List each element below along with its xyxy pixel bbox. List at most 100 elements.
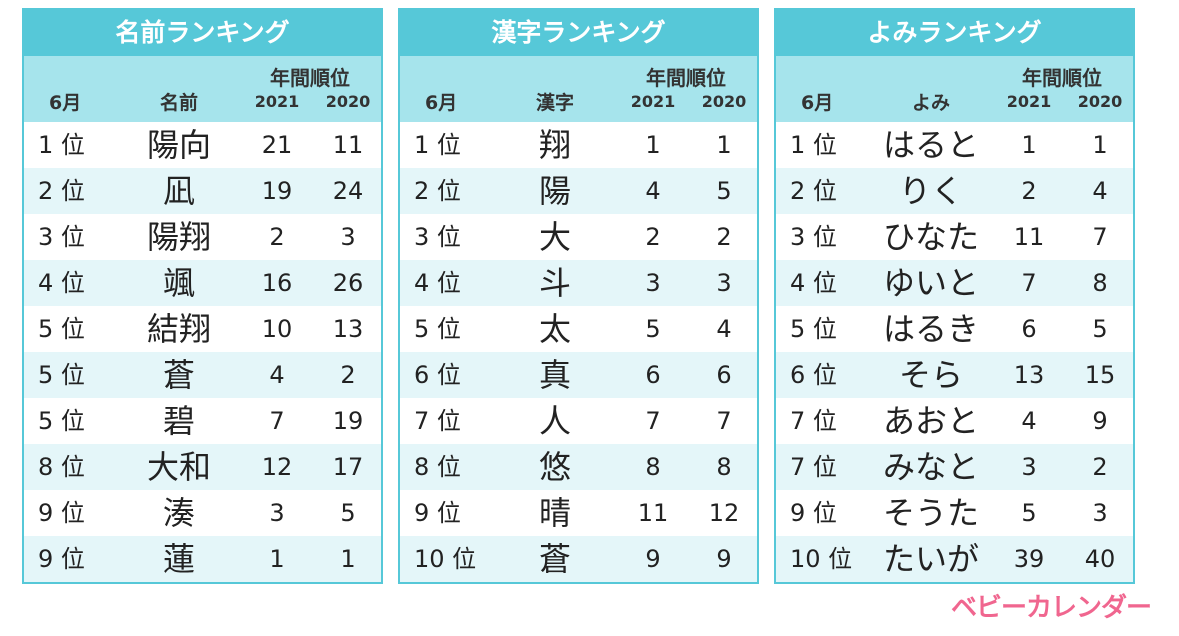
rank-cell: 5 位 [38, 407, 85, 435]
table-row: 3 位 ひなた 11 7 [776, 214, 1133, 260]
col-year-2020-header: 2020 [325, 92, 371, 111]
item-cell: 翔 [538, 126, 571, 164]
rank-2020-cell: 2 [716, 223, 732, 251]
rank-cell: 9 位 [414, 499, 461, 527]
table-row: 5 位 碧 7 19 [24, 398, 381, 444]
rank-2020-cell: 1 [716, 131, 732, 159]
rank-2021-cell: 6 [645, 361, 661, 389]
item-cell: 陽 [538, 172, 571, 210]
rank-2021-cell: 19 [261, 177, 293, 205]
rank-cell: 7 位 [414, 407, 461, 435]
rank-cell: 10 位 [414, 545, 477, 573]
col-annual-rank-header: 年間順位 [270, 66, 350, 90]
reading-ranking-table: よみランキング 6月 よみ 年間順位 2021 2020 1 位はると 1 1 2 位りく 2 4 3 … [774, 8, 1135, 584]
col-month-header: 6月 [425, 92, 458, 114]
rank-2020-cell: 40 [1084, 545, 1116, 573]
rank-cell: 3 位 [414, 223, 461, 251]
rank-2021-cell: 3 [645, 269, 661, 297]
item-cell: 大和 [146, 448, 211, 486]
table-row: 4 位 ゆいと 7 8 [776, 260, 1133, 306]
table-row: 3 位 陽翔 2 3 [24, 214, 381, 260]
rank-cell: 2 位 [38, 177, 85, 205]
table-row: 8 位 悠 8 8 [400, 444, 757, 490]
rank-2021-cell: 2 [1021, 177, 1037, 205]
col-month-header: 6月 [801, 92, 834, 114]
rank-2021-cell: 1 [1021, 131, 1037, 159]
item-cell: そうた [882, 494, 979, 532]
rank-cell: 5 位 [790, 315, 837, 343]
rank-cell: 10 位 [790, 545, 853, 573]
rank-cell: 4 位 [38, 269, 85, 297]
item-cell: はると [882, 126, 979, 164]
table-row: 6 位 そら 13 15 [776, 352, 1133, 398]
item-cell: 碧 [162, 402, 195, 440]
rank-2021-cell: 10 [261, 315, 293, 343]
rank-cell: 3 位 [38, 223, 85, 251]
table-row: 2 位 陽 4 5 [400, 168, 757, 214]
table-row: 8 位 大和 12 17 [24, 444, 381, 490]
col-item-header: 漢字 [535, 92, 574, 114]
table-row: 9 位 晴 11 12 [400, 490, 757, 536]
table-body: 1 位陽向 21 11 2 位凪 19 24 3 位陽翔 2 3 4 位颯 16 26 5 位結翔 10 1… [24, 122, 381, 582]
rank-cell: 1 位 [414, 131, 461, 159]
rank-2021-cell: 39 [1013, 545, 1045, 573]
col-month-header: 6月 [49, 92, 82, 114]
baby-calendar-logo: ベビーカレンダー [950, 593, 1152, 623]
rank-2020-cell: 4 [1092, 177, 1108, 205]
rank-cell: 9 位 [38, 499, 85, 527]
rank-cell: 5 位 [38, 361, 85, 389]
table-row: 3 位 大 2 2 [400, 214, 757, 260]
col-year-2021-header: 2021 [1006, 92, 1052, 111]
table-title: 漢字ランキング [400, 10, 757, 56]
table-row: 5 位 蒼 4 2 [24, 352, 381, 398]
col-year-2020-header: 2020 [701, 92, 747, 111]
table-title: 名前ランキング [24, 10, 381, 56]
rank-2021-cell: 21 [261, 131, 293, 159]
table-row: 7 位 人 7 7 [400, 398, 757, 444]
table-row: 10 位 蒼 9 9 [400, 536, 757, 582]
rank-2021-cell: 1 [269, 545, 285, 573]
item-cell: 大 [538, 218, 571, 256]
table-row: 2 位 凪 19 24 [24, 168, 381, 214]
rank-2021-cell: 4 [1021, 407, 1037, 435]
item-cell: 凪 [162, 172, 195, 210]
rank-2020-cell: 2 [340, 361, 356, 389]
rank-2020-cell: 3 [1092, 499, 1108, 527]
table-header: 6月 名前 年間順位 2021 2020 [24, 56, 381, 122]
item-cell: 湊 [162, 494, 195, 532]
rank-2021-cell: 7 [269, 407, 285, 435]
col-item-header: よみ [911, 92, 950, 114]
table-row: 6 位 真 6 6 [400, 352, 757, 398]
rank-cell: 3 位 [790, 223, 837, 251]
table-row: 9 位 そうた 5 3 [776, 490, 1133, 536]
col-item-header: 名前 [159, 92, 198, 114]
item-cell: ゆいと [882, 264, 979, 302]
rank-2021-cell: 4 [269, 361, 285, 389]
item-cell: 人 [538, 402, 571, 440]
table-row: 1 位 翔 1 1 [400, 122, 757, 168]
col-annual-rank-header: 年間順位 [1022, 66, 1102, 90]
rank-2020-cell: 11 [332, 131, 364, 159]
rank-cell: 8 位 [414, 453, 461, 481]
item-cell: ひなた [882, 218, 979, 256]
table-row: 5 位 太 5 4 [400, 306, 757, 352]
rank-2021-cell: 12 [261, 453, 293, 481]
rank-2021-cell: 16 [261, 269, 293, 297]
rank-2021-cell: 5 [645, 315, 661, 343]
table-row: 4 位 斗 3 3 [400, 260, 757, 306]
rank-2020-cell: 3 [340, 223, 356, 251]
rank-2020-cell: 6 [716, 361, 732, 389]
rank-2020-cell: 12 [708, 499, 740, 527]
table-row: 1 位 陽向 21 11 [24, 122, 381, 168]
table-row: 9 位 蓮 1 1 [24, 536, 381, 582]
rank-2021-cell: 3 [269, 499, 285, 527]
rank-2020-cell: 7 [716, 407, 732, 435]
item-cell: 陽向 [146, 126, 211, 164]
item-cell: 蓮 [162, 540, 195, 578]
rank-cell: 9 位 [790, 499, 837, 527]
item-cell: 悠 [538, 448, 571, 486]
item-cell: 蒼 [162, 356, 195, 394]
item-cell: そら [898, 356, 963, 394]
rank-2020-cell: 4 [716, 315, 732, 343]
item-cell: 太 [538, 310, 571, 348]
